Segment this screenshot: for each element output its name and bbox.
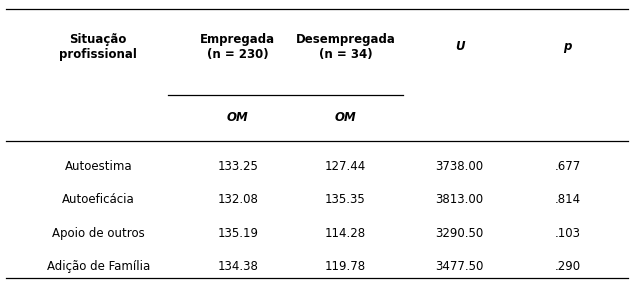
Text: Autoeficácia: Autoeficácia (62, 193, 134, 206)
Text: 133.25: 133.25 (217, 160, 258, 173)
Text: .677: .677 (554, 160, 581, 173)
Text: 134.38: 134.38 (217, 260, 258, 273)
Text: p: p (563, 40, 572, 53)
Text: 3290.50: 3290.50 (436, 227, 484, 240)
Text: OM: OM (227, 111, 249, 124)
Text: 135.35: 135.35 (325, 193, 366, 206)
Text: Situação
profissional: Situação profissional (60, 33, 137, 61)
Text: 119.78: 119.78 (325, 260, 366, 273)
Text: .290: .290 (554, 260, 581, 273)
Text: U: U (455, 40, 464, 53)
Text: Apoio de outros: Apoio de outros (52, 227, 145, 240)
Text: 135.19: 135.19 (217, 227, 258, 240)
Text: 3738.00: 3738.00 (436, 160, 484, 173)
Text: 3477.50: 3477.50 (436, 260, 484, 273)
Text: Autoestima: Autoestima (65, 160, 132, 173)
Text: 114.28: 114.28 (325, 227, 366, 240)
Text: Empregada
(n = 230): Empregada (n = 230) (200, 33, 275, 61)
Text: Adição de Família: Adição de Família (47, 260, 150, 273)
Text: Desempregada
(n = 34): Desempregada (n = 34) (295, 33, 396, 61)
Text: .103: .103 (554, 227, 581, 240)
Text: OM: OM (335, 111, 356, 124)
Text: 127.44: 127.44 (325, 160, 366, 173)
Text: .814: .814 (554, 193, 581, 206)
Text: 132.08: 132.08 (217, 193, 258, 206)
Text: 3813.00: 3813.00 (436, 193, 484, 206)
